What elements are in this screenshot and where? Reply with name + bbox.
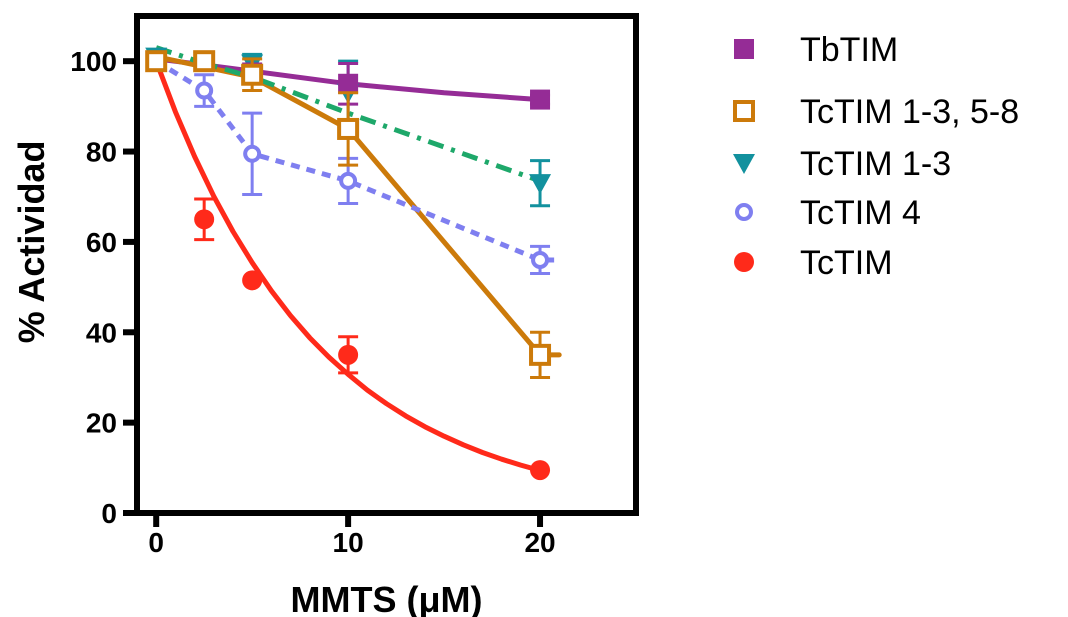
legend-item: TcTIM 1-3 (733, 145, 951, 183)
y-tick-label: 40 (86, 317, 117, 348)
y-axis-title: % Actividad (11, 141, 52, 344)
data-point-4-2 (242, 270, 263, 291)
data-point-1-1 (193, 50, 216, 73)
legend-marker (733, 100, 755, 122)
data-point-3-4 (531, 250, 550, 269)
legend-label: TcTIM (800, 244, 893, 282)
legend-marker (735, 203, 753, 221)
data-point-4-1 (194, 209, 215, 230)
y-tick-label: 60 (86, 227, 117, 258)
legend-item: TcTIM 4 (735, 194, 921, 232)
legend-item: TbTIM (734, 31, 898, 69)
legend-marker (733, 154, 755, 174)
legend-label: TcTIM 1-3, 5-8 (800, 93, 1019, 131)
plot-frame (134, 13, 639, 516)
data-point-1-4 (529, 343, 552, 366)
data-point-3-1 (195, 81, 214, 100)
data-point-2-4 (529, 174, 552, 195)
legend-item: TcTIM (734, 244, 893, 282)
x-tick-label: 0 (148, 527, 164, 558)
legend-label: TcTIM 4 (800, 194, 921, 232)
plot-marks (145, 45, 562, 481)
data-point-1-3 (337, 117, 360, 140)
data-point-4-3 (338, 344, 359, 365)
data-point-3-2 (243, 144, 262, 163)
legend-marker (734, 252, 754, 272)
data-point-0-3 (338, 73, 359, 94)
y-tick-label: 20 (86, 408, 117, 439)
data-point-3-3 (339, 171, 358, 190)
x-axis-title: MMTS (μM) (291, 579, 483, 617)
legend-label: TbTIM (800, 31, 898, 69)
legend-item: TcTIM 1-3, 5-8 (733, 93, 1019, 131)
x-tick-label: 20 (524, 527, 555, 558)
data-point-1-0 (145, 50, 168, 73)
axes: 0 20 40 60 80 100 0 10 20 (70, 46, 555, 558)
data-point-1-2 (241, 63, 264, 86)
legend-marker (734, 39, 754, 59)
x-tick-label: 10 (333, 527, 364, 558)
y-tick-label: 100 (70, 46, 117, 77)
legend-label: TcTIM 1-3 (800, 145, 951, 183)
data-point-0-4 (530, 89, 551, 110)
y-tick-label: 80 (86, 137, 117, 168)
legend: TbTIM TcTIM 1-3, 5-8 TcTIM 1-3 TcTIM 4 TcTIM (733, 31, 1019, 282)
data-point-4-4 (530, 460, 551, 481)
y-tick-label: 0 (101, 498, 117, 529)
